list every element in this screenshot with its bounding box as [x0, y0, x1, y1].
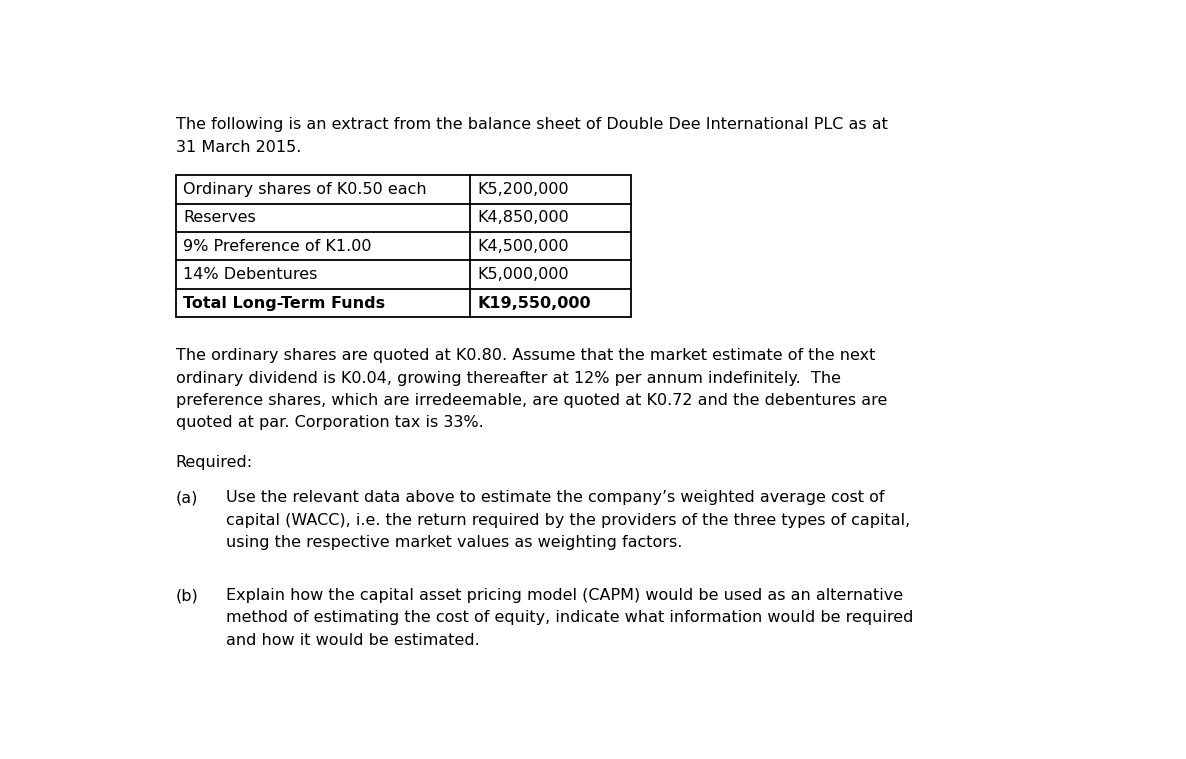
Text: Use the relevant data above to estimate the company’s weighted average cost of: Use the relevant data above to estimate … — [227, 490, 885, 505]
Text: using the respective market values as weighting factors.: using the respective market values as we… — [227, 535, 683, 550]
Text: K4,500,000: K4,500,000 — [477, 238, 569, 254]
Text: (a): (a) — [176, 490, 198, 505]
Text: The following is an extract from the balance sheet of Double Dee International P: The following is an extract from the bal… — [176, 118, 887, 132]
Text: 31 March 2015.: 31 March 2015. — [176, 140, 301, 155]
Text: Ordinary shares of K0.50 each: Ordinary shares of K0.50 each — [183, 182, 427, 197]
Text: K4,850,000: K4,850,000 — [477, 210, 569, 225]
Text: and how it would be estimated.: and how it would be estimated. — [227, 632, 480, 647]
Text: (b): (b) — [176, 588, 198, 603]
Text: K5,000,000: K5,000,000 — [477, 267, 569, 282]
Text: Reserves: Reserves — [183, 210, 256, 225]
Text: Total Long-Term Funds: Total Long-Term Funds — [183, 295, 385, 310]
Text: Explain how the capital asset pricing model (CAPM) would be used as an alternati: Explain how the capital asset pricing mo… — [227, 588, 904, 603]
Text: capital (WACC), i.e. the return required by the providers of the three types of : capital (WACC), i.e. the return required… — [227, 512, 911, 528]
Text: quoted at par. Corporation tax is 33%.: quoted at par. Corporation tax is 33%. — [176, 415, 484, 430]
Bar — [176, 175, 631, 317]
Text: ordinary dividend is K0.04, growing thereafter at 12% per annum indefinitely.  T: ordinary dividend is K0.04, growing ther… — [176, 370, 841, 386]
Text: The ordinary shares are quoted at K0.80. Assume that the market estimate of the : The ordinary shares are quoted at K0.80.… — [176, 348, 875, 364]
Text: 14% Debentures: 14% Debentures — [183, 267, 318, 282]
Text: K19,550,000: K19,550,000 — [477, 295, 591, 310]
Text: Required:: Required: — [176, 455, 253, 470]
Text: K5,200,000: K5,200,000 — [477, 182, 569, 197]
Text: preference shares, which are irredeemable, are quoted at K0.72 and the debenture: preference shares, which are irredeemabl… — [176, 392, 887, 408]
Text: method of estimating the cost of equity, indicate what information would be requ: method of estimating the cost of equity,… — [227, 610, 913, 625]
Text: 9% Preference of K1.00: 9% Preference of K1.00 — [183, 238, 371, 254]
